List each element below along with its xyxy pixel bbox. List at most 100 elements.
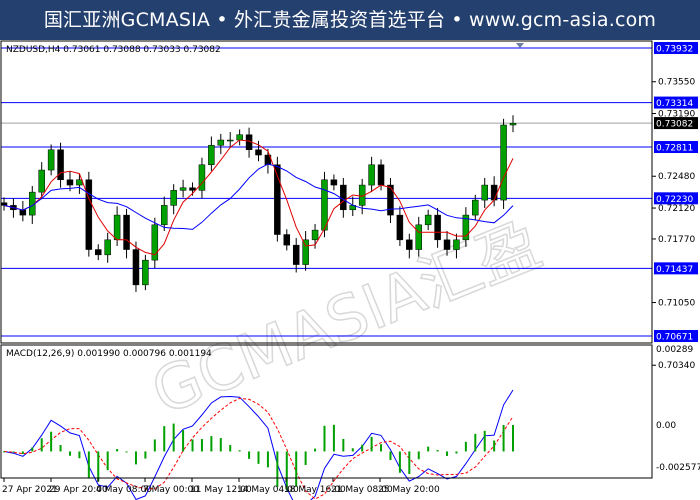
price-tick-label: 0.71050 — [658, 299, 695, 309]
candle — [47, 149, 55, 171]
macd-label: MACD(12,26,9) 0.001990 0.000796 0.001194 — [6, 349, 212, 359]
candle — [434, 214, 441, 241]
macd-histogram-bar — [455, 451, 458, 454]
macd-tick-label: 0.00289 — [656, 345, 693, 355]
candle — [179, 187, 187, 191]
candle — [481, 184, 488, 201]
candle — [255, 149, 262, 156]
candle — [377, 164, 385, 186]
candle — [443, 239, 451, 250]
macd-histogram-bar — [31, 447, 34, 452]
candle — [415, 224, 422, 250]
macd-histogram-bar — [266, 451, 269, 468]
macd-histogram-bar — [323, 425, 326, 452]
macd-histogram-bar — [512, 424, 514, 452]
candle — [292, 244, 300, 265]
candle — [217, 139, 225, 146]
macd-histogram-bar — [248, 451, 251, 459]
macd-histogram-bar — [304, 451, 307, 465]
macd-histogram-bar — [398, 451, 401, 473]
candle — [57, 149, 64, 181]
macd-histogram-bar — [436, 449, 439, 452]
price-tick-label: 0.73190 — [658, 110, 695, 120]
macd-histogram-bar — [163, 426, 166, 452]
macd-histogram-bar — [483, 430, 486, 452]
macd-histogram-bar — [125, 451, 128, 453]
time-tick-label: 14 May 04:00 — [237, 485, 299, 495]
time-tick-label: 4 May 08:00 — [96, 485, 152, 495]
candle — [104, 239, 111, 256]
price-tick-label: 0.73550 — [658, 78, 695, 88]
macd-histogram-bar — [59, 445, 62, 452]
macd-tick-label: 0.00 — [656, 421, 676, 431]
candle — [142, 259, 149, 286]
candle — [424, 214, 432, 226]
candle — [311, 229, 319, 241]
candle — [0, 202, 8, 206]
candle — [302, 239, 309, 265]
macd-histogram-bar — [285, 451, 288, 491]
macd-histogram-bar — [493, 440, 496, 452]
macd-histogram-bar — [182, 430, 185, 452]
price-chart[interactable]: GCMASIA汇盈 NZDUSD,H4 0.73061 0.73088 0.73… — [0, 40, 700, 500]
moving-average-slow — [3, 163, 514, 230]
level-price-badge — [654, 330, 698, 343]
macd-histogram-bar — [68, 451, 71, 456]
price-tick-label: 0.70340 — [658, 361, 695, 371]
macd-histogram-bar — [153, 439, 156, 452]
macd-histogram-bar — [314, 448, 317, 452]
candle — [462, 214, 470, 241]
candle — [396, 214, 404, 241]
candle — [274, 164, 281, 235]
candle — [490, 184, 498, 201]
macd-histogram-bar — [229, 445, 232, 452]
candle — [189, 187, 196, 191]
macd-histogram-bar — [446, 451, 449, 456]
candle — [113, 214, 121, 241]
macd-histogram-bar — [200, 439, 203, 452]
candle — [170, 190, 177, 206]
macd-panel-frame — [0, 344, 653, 479]
level-price-label: 0.72230 — [656, 195, 693, 205]
candle — [453, 239, 460, 250]
candle — [132, 249, 140, 286]
candle — [123, 214, 130, 250]
candle — [66, 179, 74, 186]
macd-histogram-bar — [276, 451, 279, 487]
macd-histogram-bar — [40, 438, 43, 452]
level-price-badge — [654, 42, 698, 54]
level-price-label: 0.73314 — [656, 99, 693, 109]
level-price-badge — [654, 96, 698, 109]
chart-shift-marker-icon[interactable] — [516, 43, 524, 48]
candle — [472, 199, 479, 216]
level-price-badge — [654, 141, 698, 154]
macd-histogram-bar — [342, 438, 345, 452]
macd-histogram-bar — [116, 449, 119, 452]
macd-histogram-bar — [464, 441, 467, 452]
macd-histogram-bar — [427, 446, 430, 452]
candle — [330, 179, 338, 186]
price-tick-label: 0.71770 — [658, 235, 695, 245]
macd-tick-label: -0.002577 — [656, 463, 700, 473]
macd-histogram-bar — [361, 444, 364, 452]
level-price-label: 0.71437 — [656, 265, 693, 275]
candle — [236, 134, 243, 141]
symbol-label: NZDUSD,H4 0.73061 0.73088 0.73033 0.7308… — [6, 45, 221, 55]
macd-histogram-bar — [172, 423, 175, 452]
candle — [198, 164, 206, 191]
candle — [226, 139, 234, 142]
level-price-badge — [654, 262, 698, 275]
candle — [387, 184, 394, 216]
time-tick-label: 27 Apr 2021 — [2, 485, 58, 495]
current-price-badge — [654, 117, 698, 130]
macd-histogram-bar — [134, 451, 137, 465]
macd-histogram-bar — [191, 439, 194, 452]
macd-histogram-bar — [380, 444, 383, 452]
banner-title: 国汇亚洲GCMASIA • 外汇贵金属投资首选平台 • www.gcm-asia… — [0, 0, 700, 40]
candle — [340, 184, 347, 211]
macd-histogram-bar — [21, 451, 24, 455]
time-tick-label: 7 May 00:00 — [143, 485, 199, 495]
macd-histogram-bar — [97, 451, 100, 482]
macd-signal-line — [3, 397, 514, 500]
macd-histogram-bar — [474, 433, 477, 452]
